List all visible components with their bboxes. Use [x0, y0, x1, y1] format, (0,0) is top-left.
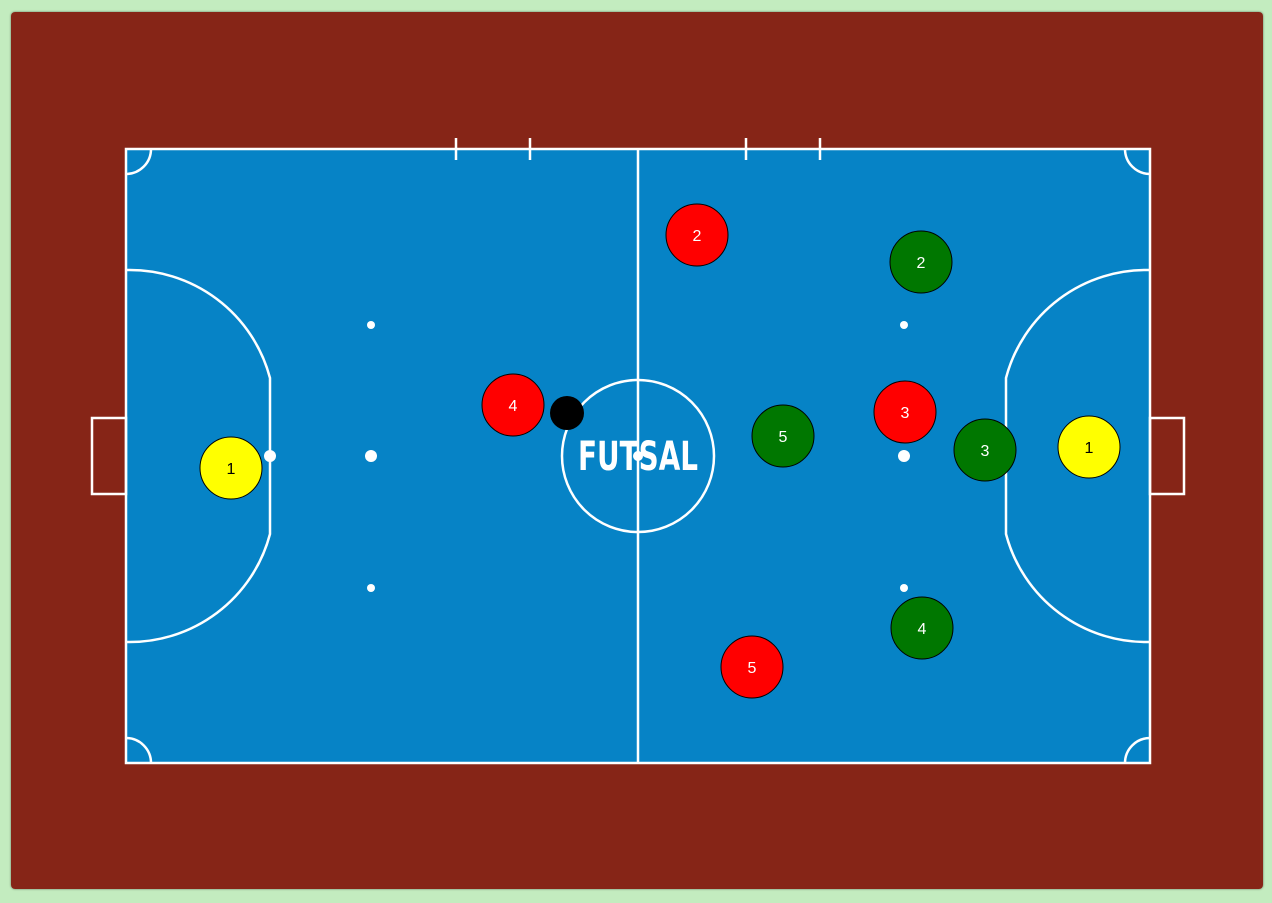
player-circle[interactable] [199, 436, 263, 500]
player-number: 2 [693, 228, 702, 245]
corner-arc [125, 736, 153, 764]
futsal-logo-text: FUTSAL [578, 434, 698, 480]
player-number: 1 [1085, 440, 1094, 457]
player-number: 5 [748, 660, 757, 677]
spot [900, 321, 908, 329]
court-markings [90, 138, 1186, 765]
corner-arc [1123, 736, 1151, 764]
player-token-keeper-1[interactable]: 1 [199, 436, 263, 500]
player-circle[interactable] [953, 418, 1017, 482]
player-token-green-2[interactable]: 2 [889, 230, 953, 294]
player-circle[interactable] [873, 380, 937, 444]
player-number: 3 [981, 443, 990, 460]
players-layer: 1 4 2 3 5 2 5 3 4 1 [199, 203, 1121, 699]
goal-right [1148, 416, 1186, 496]
spot [367, 321, 375, 329]
player-circle[interactable] [481, 373, 545, 437]
center-circle [560, 378, 716, 534]
player-circle[interactable] [889, 230, 953, 294]
player-circle[interactable] [665, 203, 729, 267]
player-circle[interactable] [890, 596, 954, 660]
court-spots [264, 321, 910, 592]
spot [900, 584, 908, 592]
ball[interactable] [550, 396, 584, 430]
spot [367, 584, 375, 592]
center-spot [633, 451, 643, 461]
player-number: 2 [917, 255, 926, 272]
corner-arc [125, 148, 153, 176]
player-number: 1 [227, 461, 236, 478]
goal-left [90, 416, 128, 496]
player-token-red-5[interactable]: 5 [720, 635, 784, 699]
player-token-red-2[interactable]: 2 [665, 203, 729, 267]
player-number: 5 [779, 429, 788, 446]
player-token-red-3[interactable]: 3 [873, 380, 937, 444]
player-circle[interactable] [751, 404, 815, 468]
penalty-spot [898, 450, 910, 462]
spot [264, 450, 276, 462]
player-token-green-3[interactable]: 3 [953, 418, 1017, 482]
player-circle[interactable] [1057, 415, 1121, 479]
corner-arc [1123, 148, 1151, 176]
player-token-green-5[interactable]: 5 [751, 404, 815, 468]
penalty-spot [365, 450, 377, 462]
tactics-board: FUTSAL 1 4 2 3 5 2 5 3 4 1 [11, 12, 1263, 889]
player-token-keeper-1[interactable]: 1 [1057, 415, 1121, 479]
player-circle[interactable] [720, 635, 784, 699]
player-token-red-4[interactable]: 4 [481, 373, 545, 437]
player-number: 4 [918, 621, 927, 638]
player-number: 3 [901, 405, 910, 422]
player-number: 4 [509, 398, 518, 415]
player-token-green-4[interactable]: 4 [890, 596, 954, 660]
futsal-court: FUTSAL 1 4 2 3 5 2 5 3 4 1 [11, 12, 1263, 889]
